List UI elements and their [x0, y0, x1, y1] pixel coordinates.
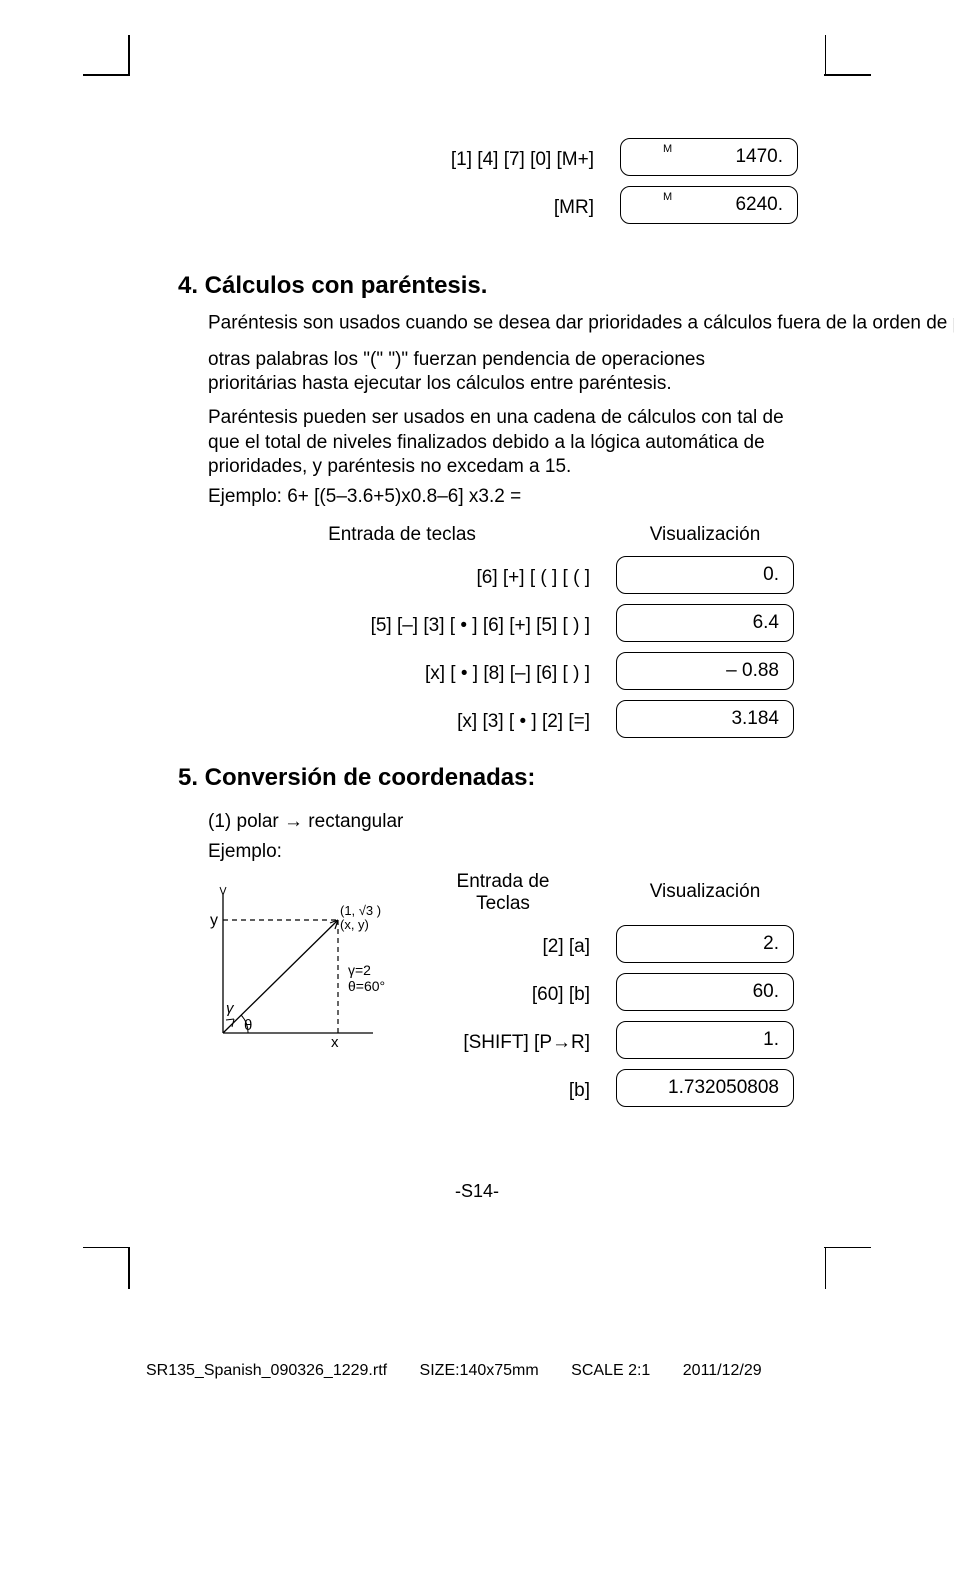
crop-mark	[83, 74, 130, 76]
footer: SR135_Spanish_090326_1229.rtf SIZE:140x7…	[146, 1362, 790, 1380]
footer-date: 2011/12/29	[683, 1362, 762, 1379]
key-sequence: [x] [3] [ • ] [2] [=]	[208, 711, 590, 733]
coordinate-diagram: y x θ γ (1, √3 ) (x, y) γ=2 θ=60°	[208, 871, 408, 1117]
table-row: [SHIFT] [P→R] 1.	[408, 1021, 794, 1065]
crop-mark	[83, 1247, 130, 1249]
key-sequence: [1] [4] [7] [0] [M+]	[278, 149, 594, 171]
display-box: 60.	[616, 973, 794, 1011]
table-row: [x] [3] [ • ] [2] [=] 3.184	[208, 700, 794, 744]
display-value: 2.	[763, 933, 779, 955]
example-text: Ejemplo: 6+ [(5–3.6+5)x0.8–6] x3.2 =	[208, 485, 794, 509]
column-headers: Entrada de teclas Visualización	[208, 524, 794, 546]
display-box: 0.	[616, 556, 794, 594]
display-box: 1.732050808	[616, 1069, 794, 1107]
table-row: [6] [+] [ ( ] [ ( ] 0.	[208, 556, 794, 600]
display-value: 60.	[753, 981, 779, 1003]
x-label: x	[331, 1034, 339, 1050]
footer-file: SR135_Spanish_090326_1229.rtf	[146, 1362, 387, 1379]
table-row: [60] [b] 60.	[408, 973, 794, 1017]
display-value: 3.184	[731, 708, 779, 730]
point-label: (1, √3 )	[340, 903, 381, 918]
y-label: y	[210, 912, 218, 929]
crop-mark	[128, 1247, 130, 1289]
display-value: 1470.	[735, 146, 783, 168]
section-4: 4. Cálculos con paréntesis. Paréntesis s…	[178, 272, 794, 748]
page: [1] [4] [7] [0] [M+] M 1470. [MR] M 6240…	[0, 0, 954, 1572]
display-value: 1.732050808	[668, 1077, 779, 1099]
key-sequence: [x] [ • ] [8] [–] [6] [ ) ]	[208, 663, 590, 685]
table-row: [5] [–] [3] [ • ] [6] [+] [5] [ ) ] 6.4	[208, 604, 794, 648]
footer-size: SIZE:140x75mm	[420, 1362, 539, 1379]
gamma-value: γ=2	[348, 962, 371, 978]
display-value: 0.	[763, 564, 779, 586]
display-box: M 1470.	[620, 138, 798, 176]
key-sequence: [60] [b]	[408, 984, 590, 1006]
page-number: -S14-	[0, 1181, 954, 1202]
table-row: [MR] M 6240.	[278, 186, 798, 230]
col-header-keys: Entrada de teclas	[208, 524, 616, 546]
sub-text: Ejemplo:	[208, 840, 794, 864]
section-5: 5. Conversión de coordenadas: (1) polar …	[178, 764, 794, 1117]
display-box: 6.4	[616, 604, 794, 642]
crop-mark	[128, 35, 130, 75]
display-box: – 0.88	[616, 652, 794, 690]
column-headers: Entrada de Teclas Visualización	[408, 871, 794, 915]
conversion-table: Entrada de Teclas Visualización [2] [a] …	[408, 871, 794, 1117]
gamma-label: γ	[226, 1000, 235, 1017]
paragraph: Paréntesis son usados cuando se desea da…	[208, 310, 794, 342]
memory-rows: [1] [4] [7] [0] [M+] M 1470. [MR] M 6240…	[278, 138, 798, 234]
memory-indicator: M	[663, 143, 672, 155]
display-box: 1.	[616, 1021, 794, 1059]
key-sequence: [MR]	[278, 197, 594, 219]
sub-text: (1) polar → rectangular	[208, 810, 794, 834]
display-box: 3.184	[616, 700, 794, 738]
crop-mark	[824, 1247, 871, 1249]
key-sequence: [6] [+] [ ( ] [ ( ]	[208, 567, 590, 589]
section-heading: 4. Cálculos con paréntesis.	[178, 272, 794, 300]
diagram-svg: y x θ γ (1, √3 ) (x, y) γ=2 θ=60°	[208, 875, 408, 1050]
footer-scale: SCALE 2:1	[571, 1362, 650, 1379]
theta-label: θ	[244, 1017, 252, 1034]
crop-mark	[825, 1247, 827, 1289]
key-sequence: [2] [a]	[408, 936, 590, 958]
display-value: – 0.88	[726, 660, 779, 682]
section-heading: 5. Conversión de coordenadas:	[178, 764, 794, 792]
key-sequence: [b]	[408, 1080, 590, 1102]
memory-indicator: M	[663, 191, 672, 203]
paragraph: otras palabras los "(" ")" fuerzan pende…	[208, 348, 794, 397]
display-value: 6240.	[735, 194, 783, 216]
example-table: [6] [+] [ ( ] [ ( ] 0. [5] [–] [3] [ • ]…	[208, 556, 794, 744]
table-row: [b] 1.732050808	[408, 1069, 794, 1113]
key-sequence: [5] [–] [3] [ • ] [6] [+] [5] [ ) ]	[208, 615, 590, 637]
section-5-content: y x θ γ (1, √3 ) (x, y) γ=2 θ=60° Entrad…	[208, 871, 794, 1117]
key-sequence: [SHIFT] [P→R]	[408, 1032, 590, 1054]
table-row: [2] [a] 2.	[408, 925, 794, 969]
table-row: [1] [4] [7] [0] [M+] M 1470.	[278, 138, 798, 182]
col-header-display: Visualización	[616, 524, 794, 546]
display-box: M 6240.	[620, 186, 798, 224]
xy-label: (x, y)	[340, 917, 369, 932]
display-value: 1.	[763, 1029, 779, 1051]
display-box: 2.	[616, 925, 794, 963]
col-header-display: Visualización	[616, 871, 794, 915]
theta-value: θ=60°	[348, 978, 385, 994]
display-value: 6.4	[753, 612, 779, 634]
paragraph: Paréntesis pueden ser usados en una cade…	[208, 406, 794, 479]
col-header-keys: Entrada de Teclas	[408, 871, 616, 915]
crop-mark	[824, 74, 871, 76]
table-row: [x] [ • ] [8] [–] [6] [ ) ] – 0.88	[208, 652, 794, 696]
crop-mark	[825, 35, 827, 75]
